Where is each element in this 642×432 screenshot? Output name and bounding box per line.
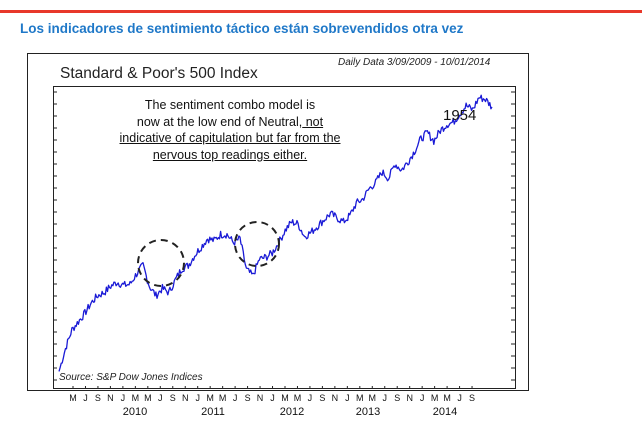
series-line-sp500 — [58, 94, 493, 372]
y-axis-ticks-right — [511, 91, 515, 381]
x-tick-label: M — [356, 393, 364, 403]
year-label: 2010 — [123, 406, 147, 418]
x-tick-label: N — [257, 393, 264, 403]
annotation-text: The sentiment combo model is now at the … — [92, 97, 368, 163]
x-tick-label: J — [308, 393, 313, 403]
year-label: 2012 — [280, 406, 304, 418]
x-tick-label: N — [406, 393, 413, 403]
x-tick-label: M — [281, 393, 289, 403]
y-axis-ticks-left — [53, 91, 57, 381]
annotation-line-4: nervous top readings either. — [152, 147, 308, 162]
x-axis-year-labels: 2010 2011 2012 2013 2014 — [123, 406, 457, 418]
annotation-line-1: The sentiment combo model is — [144, 98, 316, 112]
x-tick-label: J — [233, 393, 238, 403]
x-axis-ticks — [72, 386, 473, 389]
x-tick-label: J — [270, 393, 275, 403]
x-tick-label: M — [69, 393, 77, 403]
x-tick-label: S — [245, 393, 251, 403]
x-tick-label: M — [443, 393, 451, 403]
year-label: 2014 — [433, 406, 457, 418]
x-tick-label: S — [170, 393, 176, 403]
x-tick-label: S — [319, 393, 325, 403]
x-tick-label: M — [369, 393, 377, 403]
x-tick-label: J — [195, 393, 200, 403]
x-tick-label: N — [332, 393, 339, 403]
x-tick-label: S — [469, 393, 475, 403]
x-tick-label: J — [457, 393, 462, 403]
x-tick-label: J — [420, 393, 425, 403]
top-accent-rule — [0, 10, 642, 13]
x-tick-label: J — [158, 393, 163, 403]
annotation-line-2-underlined: not — [302, 114, 324, 129]
x-tick-label: S — [394, 393, 400, 403]
year-label: 2013 — [356, 406, 380, 418]
x-tick-label: M — [206, 393, 214, 403]
annotation-line-2-plain: now at the low end of Neutral, — [136, 114, 303, 129]
annotation-line-3: indicative of capitulation but far from … — [119, 131, 341, 145]
chart-date-range: Daily Data 3/09/2009 - 10/01/2014 — [338, 57, 491, 68]
highlight-circle-2010 — [137, 239, 185, 287]
year-label: 2011 — [201, 406, 225, 418]
x-tick-label: J — [383, 393, 388, 403]
annotation-line-2: now at the low end of Neutral, not — [92, 114, 368, 131]
x-tick-label: M — [294, 393, 302, 403]
x-tick-label: N — [182, 393, 189, 403]
chart-frame — [27, 53, 529, 391]
x-tick-label: M — [144, 393, 152, 403]
x-tick-label: M — [219, 393, 227, 403]
highlight-circle-2011 — [234, 221, 280, 267]
slide-title: Los indicadores de sentimiento táctico e… — [20, 21, 464, 36]
x-tick-label: S — [95, 393, 101, 403]
x-tick-label: J — [121, 393, 126, 403]
x-tick-label: N — [107, 393, 114, 403]
source-note: Source: S&P Dow Jones Indices — [59, 372, 203, 383]
last-value-label: 1954 — [443, 107, 477, 124]
x-tick-label: J — [345, 393, 350, 403]
x-tick-label: M — [132, 393, 140, 403]
chart-title: Standard & Poor's 500 Index — [60, 65, 258, 82]
x-tick-label: M — [431, 393, 439, 403]
x-tick-label: J — [83, 393, 88, 403]
